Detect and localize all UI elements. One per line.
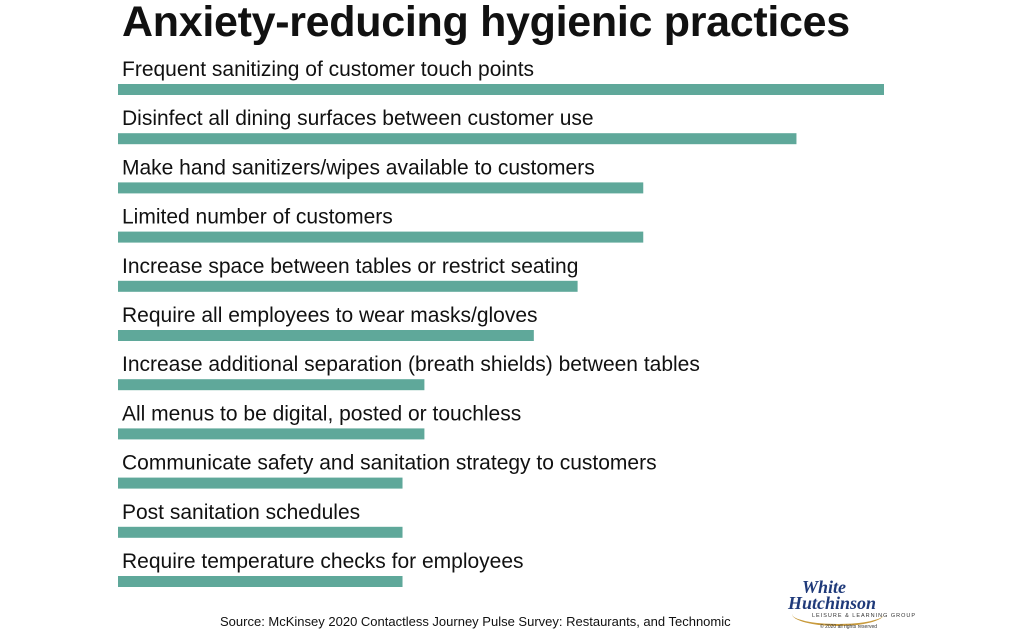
- bar-label: Require all employees to wear masks/glov…: [122, 304, 538, 327]
- bar-label: Disinfect all dining surfaces between cu…: [122, 107, 594, 130]
- bar-label: Communicate safety and sanitation strate…: [122, 452, 657, 475]
- logo-arc: [792, 602, 884, 626]
- bar: [118, 231, 644, 243]
- bar-label: All menus to be digital, posted or touch…: [122, 402, 521, 425]
- bar-chart: Frequent sanitizing of customer touch po…: [118, 58, 884, 587]
- bar-label: Frequent sanitizing of customer touch po…: [122, 58, 534, 81]
- source-note: Source: McKinsey 2020 Contactless Journe…: [220, 614, 731, 629]
- bar-label: Increase additional separation (breath s…: [122, 353, 700, 376]
- bar: [118, 133, 797, 145]
- logo-copyright: © 2020 all rights reserved: [820, 624, 878, 630]
- bar: [118, 477, 403, 489]
- logo-line1: White: [802, 577, 847, 597]
- bar-label: Require temperature checks for employees: [122, 550, 524, 573]
- bar-label: Post sanitation schedules: [122, 501, 360, 524]
- bar: [118, 182, 644, 194]
- bar: [118, 84, 884, 95]
- bar: [118, 428, 425, 440]
- bar: [118, 379, 425, 391]
- bar-label: Limited number of customers: [122, 206, 393, 229]
- bar: [118, 526, 403, 538]
- bar-label: Increase space between tables or restric…: [122, 255, 578, 278]
- bar-label: Make hand sanitizers/wipes available to …: [122, 156, 595, 179]
- logo-tagline: LEISURE & LEARNING GROUP: [812, 613, 917, 619]
- bar: [118, 280, 578, 292]
- chart-title: Anxiety-reducing hygienic practices: [122, 0, 850, 46]
- bar: [118, 576, 403, 587]
- bar: [118, 330, 534, 341]
- white-hutchinson-logo: White Hutchinson LEISURE & LEARNING GROU…: [788, 576, 915, 632]
